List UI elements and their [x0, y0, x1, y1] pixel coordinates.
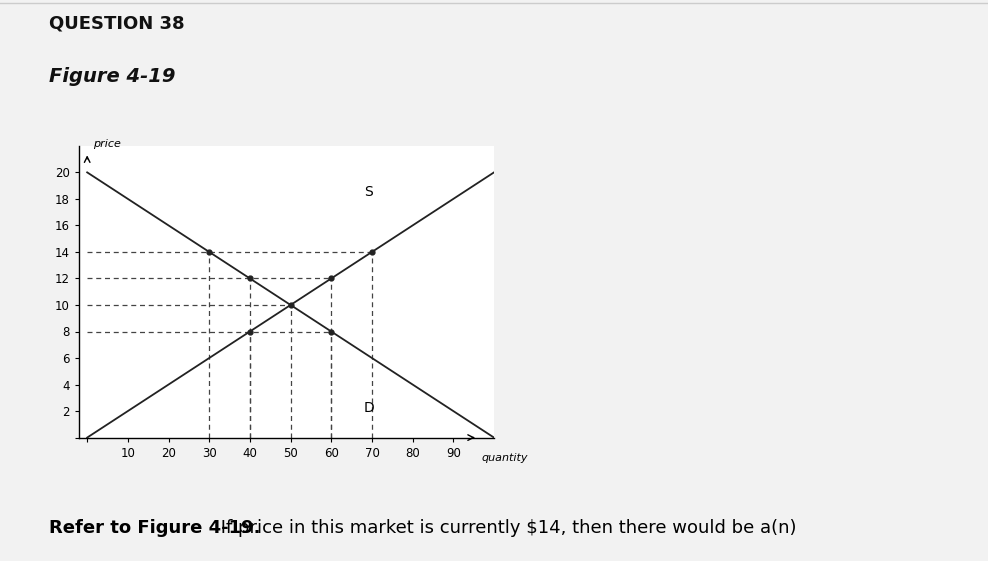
Text: QUESTION 38: QUESTION 38: [49, 14, 185, 32]
Text: Refer to Figure 4-19.: Refer to Figure 4-19.: [49, 519, 261, 537]
Text: Figure 4-19: Figure 4-19: [49, 67, 176, 86]
Text: D: D: [364, 402, 374, 415]
Text: quantity: quantity: [482, 453, 529, 463]
Text: If price in this market is currently $14, then there would be a(n): If price in this market is currently $14…: [215, 519, 797, 537]
Text: price: price: [93, 139, 122, 149]
Text: S: S: [364, 185, 372, 199]
